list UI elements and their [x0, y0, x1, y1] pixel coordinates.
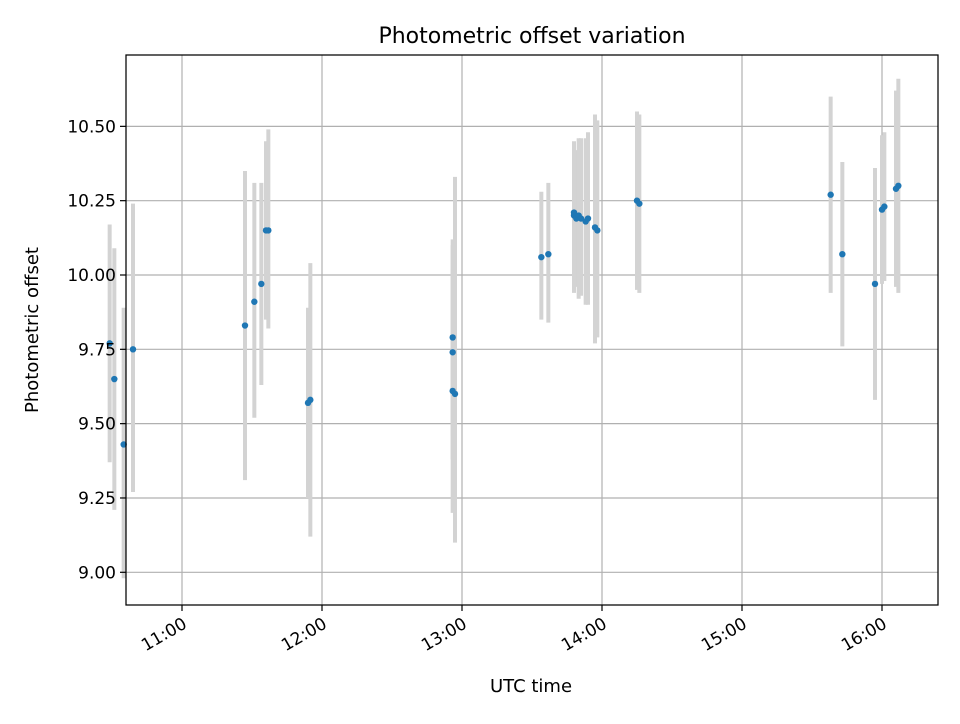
- data-point: [839, 250, 846, 258]
- x-axis-label: UTC time: [490, 676, 572, 697]
- data-point: [545, 250, 552, 258]
- data-point: [258, 280, 265, 288]
- y-tick-label: 9.50: [78, 415, 116, 435]
- data-point: [871, 280, 879, 288]
- data-point: [111, 375, 118, 383]
- y-axis-ticks: 9.00 9.25 9.50 9.75 10.00 10.25 10.50: [67, 117, 126, 583]
- data-point: [881, 203, 888, 210]
- data-point: [449, 334, 456, 341]
- data-point: [449, 349, 456, 356]
- y-tick-label: 10.00: [67, 266, 116, 286]
- data-point: [827, 191, 834, 198]
- data-point: [265, 227, 272, 234]
- plot-frame: [125, 54, 939, 606]
- data-point: [451, 390, 459, 398]
- data-point: [307, 396, 314, 404]
- chart-title: Photometric offset variation: [378, 24, 685, 49]
- data-point: [538, 253, 545, 261]
- data-point: [251, 298, 258, 305]
- data-point: [584, 215, 592, 222]
- data-point: [106, 340, 113, 347]
- y-tick-label: 10.25: [67, 192, 116, 212]
- data-point: [594, 227, 601, 234]
- data-point: [570, 209, 578, 216]
- y-tick-label: 9.25: [78, 489, 116, 509]
- y-tick-label: 9.75: [78, 340, 116, 360]
- y-axis-label: Photometric offset: [22, 247, 43, 413]
- y-tick-label: 9.00: [78, 563, 116, 583]
- data-point: [129, 346, 137, 353]
- data-point: [895, 182, 902, 190]
- data-points: [106, 182, 902, 448]
- data-point: [241, 322, 249, 329]
- data-point: [120, 441, 127, 448]
- data-point: [636, 200, 643, 207]
- data-point: [577, 215, 585, 222]
- y-tick-label: 10.50: [67, 117, 116, 137]
